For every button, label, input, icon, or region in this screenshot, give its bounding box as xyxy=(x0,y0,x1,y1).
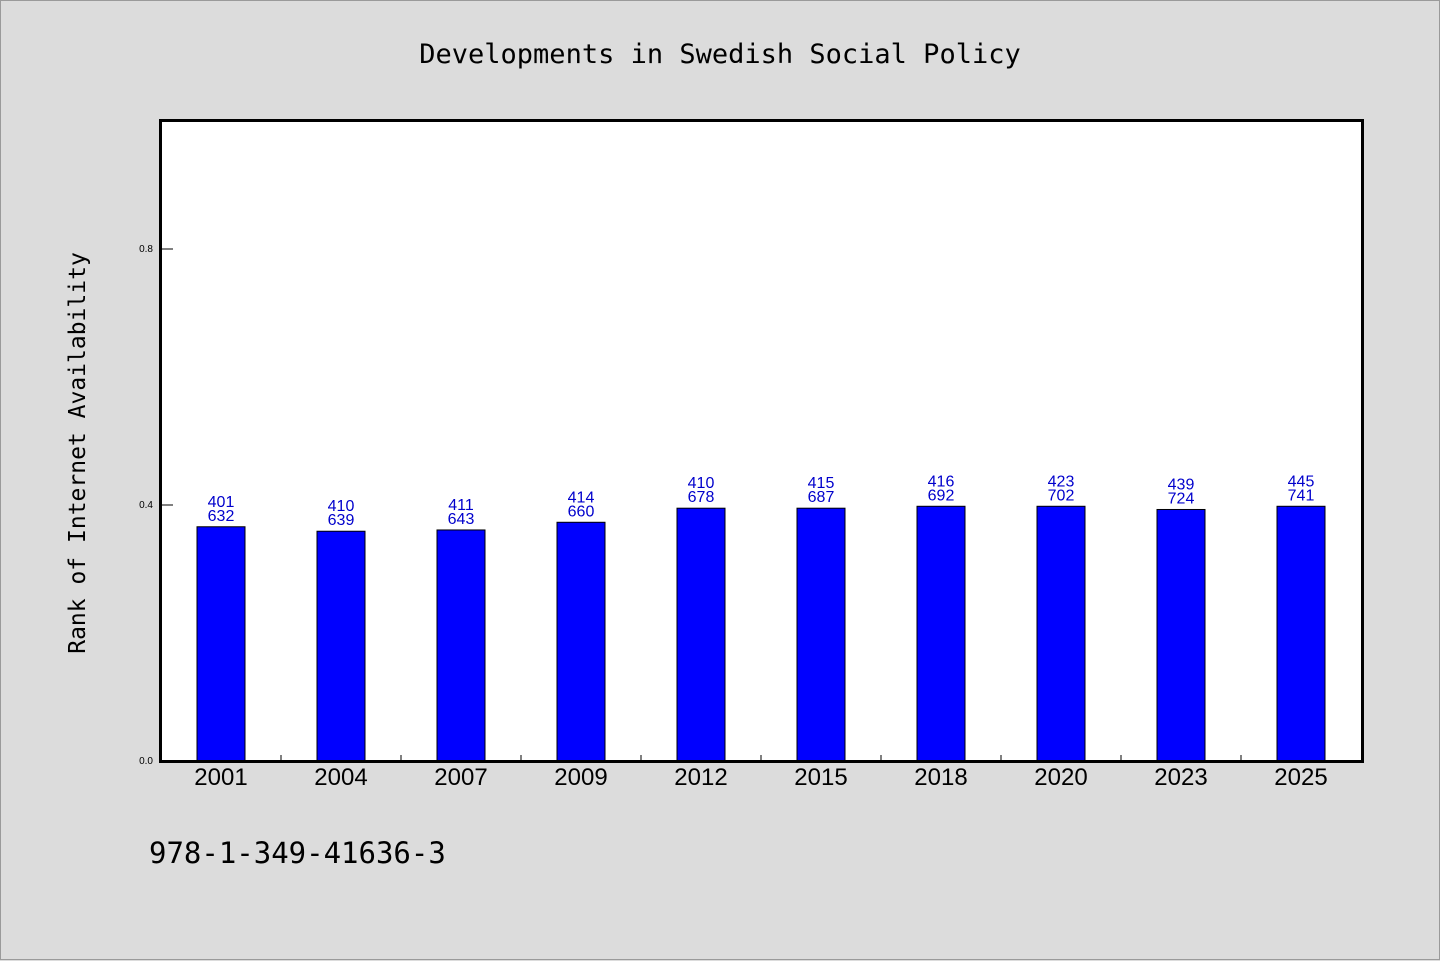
bar-2020 xyxy=(1036,505,1086,762)
data-label-upper: 401 xyxy=(208,494,235,511)
data-label-lower: 724 xyxy=(1168,490,1195,507)
data-label-upper: 410 xyxy=(328,498,355,515)
x-tick-label: 2025 xyxy=(1274,764,1327,791)
data-label-lower: 678 xyxy=(688,489,715,506)
data-label-lower: 692 xyxy=(928,487,955,504)
x-tick-label: 2020 xyxy=(1034,764,1087,791)
data-label-upper: 439 xyxy=(1168,476,1195,493)
bar-2018 xyxy=(916,505,966,762)
bar-2007 xyxy=(436,529,486,762)
data-label-upper: 415 xyxy=(808,475,835,492)
data-label-upper: 445 xyxy=(1288,473,1315,490)
y-axis-label: Rank of Internet Availability xyxy=(65,252,91,654)
x-tick-label: 2001 xyxy=(194,764,247,791)
bar-2009 xyxy=(556,521,606,762)
data-label-lower: 660 xyxy=(568,503,595,520)
y-tick-label: 0.4 xyxy=(139,500,153,511)
y-tick-label: 0.8 xyxy=(139,244,153,255)
plot-border xyxy=(159,119,1364,763)
data-label-upper: 423 xyxy=(1048,473,1075,490)
x-tick-label: 2009 xyxy=(554,764,607,791)
bar-2023 xyxy=(1156,508,1206,762)
bar-2025 xyxy=(1276,505,1326,762)
bar-2015 xyxy=(796,507,846,762)
data-label-lower: 643 xyxy=(448,511,475,528)
data-label-upper: 411 xyxy=(448,497,474,514)
x-tick-label: 2012 xyxy=(674,764,727,791)
chart-title: Developments in Swedish Social Policy xyxy=(419,39,1020,70)
isbn-footer: 978-1-349-41636-3 xyxy=(149,836,446,870)
data-label-lower: 632 xyxy=(208,508,235,525)
data-label-upper: 414 xyxy=(568,489,595,506)
data-label-lower: 639 xyxy=(328,512,355,529)
x-tick-label: 2015 xyxy=(794,764,847,791)
data-label-lower: 741 xyxy=(1288,487,1315,504)
x-tick-label: 2023 xyxy=(1154,764,1207,791)
x-tick-label: 2004 xyxy=(314,764,367,791)
data-label-upper: 416 xyxy=(928,473,955,490)
x-tick-label: 2018 xyxy=(914,764,967,791)
bar-2001 xyxy=(196,526,246,762)
bar-2004 xyxy=(316,530,366,762)
data-label-lower: 702 xyxy=(1048,487,1075,504)
data-label-lower: 687 xyxy=(808,489,835,506)
bar-2012 xyxy=(676,507,726,762)
x-tick-label: 2007 xyxy=(434,764,487,791)
y-tick-label: 0.0 xyxy=(139,756,153,767)
data-label-upper: 410 xyxy=(688,475,715,492)
